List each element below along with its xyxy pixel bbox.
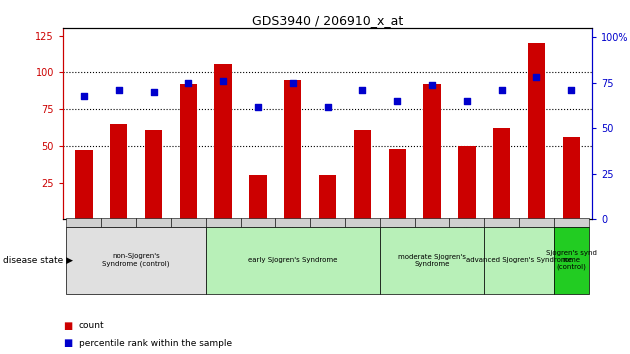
Text: ■: ■ <box>63 321 72 331</box>
Point <box>113 87 123 93</box>
Point <box>392 98 403 104</box>
Text: percentile rank within the sample: percentile rank within the sample <box>79 339 232 348</box>
Point <box>323 104 333 109</box>
Bar <box>145 130 163 219</box>
Point <box>183 80 193 86</box>
Text: Sjogren's synd
rome
(control): Sjogren's synd rome (control) <box>546 250 597 270</box>
Text: early Sjogren's Syndrome: early Sjogren's Syndrome <box>248 257 338 263</box>
Bar <box>110 124 127 219</box>
Point <box>357 87 367 93</box>
Point <box>218 78 228 84</box>
Point <box>79 93 89 98</box>
Bar <box>180 84 197 219</box>
Bar <box>353 130 371 219</box>
Point <box>149 89 159 95</box>
Bar <box>493 128 510 219</box>
Bar <box>75 150 93 219</box>
Text: count: count <box>79 321 105 330</box>
Point <box>462 98 472 104</box>
Title: GDS3940 / 206910_x_at: GDS3940 / 206910_x_at <box>252 14 403 27</box>
Bar <box>389 149 406 219</box>
Text: ■: ■ <box>63 338 72 348</box>
Text: disease state ▶: disease state ▶ <box>3 256 73 265</box>
Bar <box>249 175 266 219</box>
Point <box>253 104 263 109</box>
Point <box>288 80 298 86</box>
Point <box>566 87 576 93</box>
Text: non-Sjogren's
Syndrome (control): non-Sjogren's Syndrome (control) <box>102 253 170 267</box>
Bar <box>284 80 302 219</box>
Point <box>427 82 437 87</box>
Bar <box>214 64 232 219</box>
Point <box>532 75 542 80</box>
Text: advanced Sjogren's Syndrome: advanced Sjogren's Syndrome <box>466 257 572 263</box>
Bar <box>458 146 476 219</box>
Point <box>496 87 507 93</box>
Text: moderate Sjogren's
Syndrome: moderate Sjogren's Syndrome <box>398 254 466 267</box>
Bar <box>528 43 545 219</box>
Bar <box>563 137 580 219</box>
Bar <box>319 175 336 219</box>
Bar <box>423 84 441 219</box>
